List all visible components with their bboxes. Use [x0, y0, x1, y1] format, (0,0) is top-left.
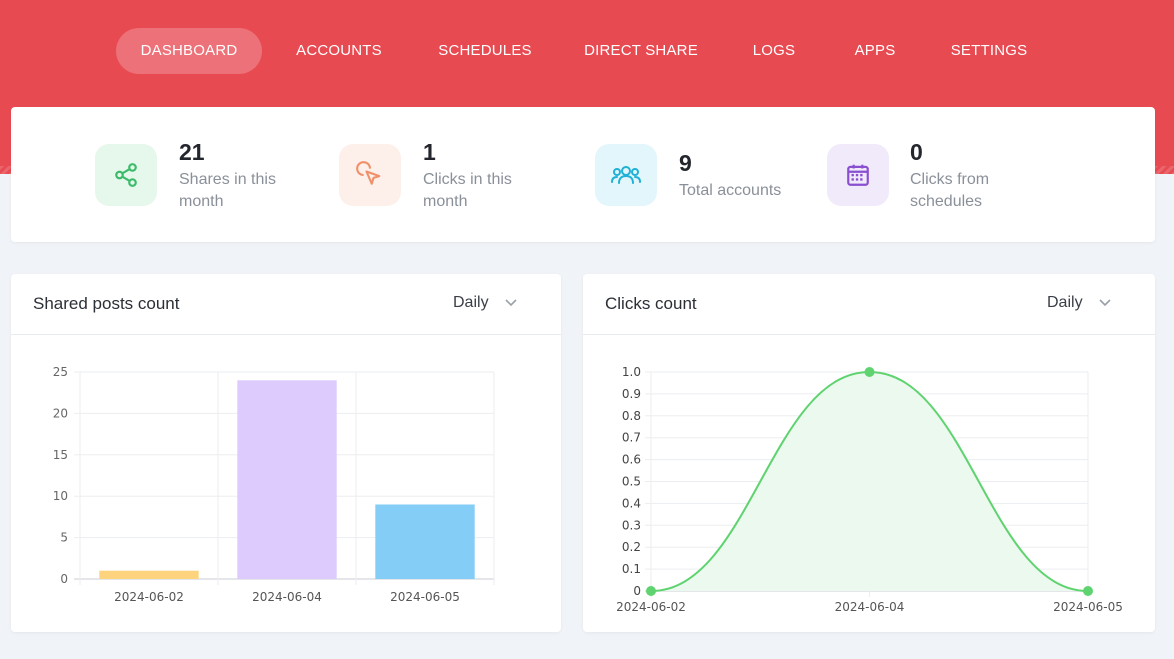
- nav-direct-share[interactable]: DIRECT SHARE: [584, 42, 698, 59]
- y-tick-label: 0.4: [622, 496, 641, 510]
- nav-accounts[interactable]: ACCOUNTS: [296, 42, 382, 59]
- stat-label: Clicks in this month: [423, 169, 512, 213]
- stat-label-line: Clicks from: [910, 171, 990, 188]
- y-tick-label: 0.2: [622, 540, 641, 554]
- clicks-chart: 0 0.1 0.2 0.3 0.4 0.5 0.6 0.7 0.8 0.9 1.0 2024-06-0…: [616, 365, 1123, 614]
- chevron-down-icon: [1098, 299, 1111, 306]
- y-tick-label: 0.8: [622, 409, 641, 423]
- stat-label-line: month: [179, 193, 224, 210]
- stat-value: 0: [910, 139, 923, 165]
- nav-schedules[interactable]: SCHEDULES: [438, 42, 532, 59]
- panel-title: Shared posts count: [33, 294, 180, 313]
- bar: [237, 380, 337, 579]
- stat-shares-month: 21 Shares in this month: [11, 107, 301, 242]
- stat-label-line: Shares in this: [179, 171, 276, 188]
- data-point: [646, 586, 656, 596]
- stat-value: 21: [179, 139, 205, 165]
- stat-value: 1: [423, 139, 436, 165]
- y-tick-label: 15: [53, 448, 68, 462]
- y-tick-label: 20: [53, 406, 68, 420]
- nav-dashboard[interactable]: DASHBOARD: [116, 28, 262, 74]
- period-select-value: Daily: [1047, 294, 1083, 311]
- stat-clicks-month: 1 Clicks in this month: [301, 107, 557, 242]
- y-tick-label: 0.7: [622, 431, 641, 445]
- bar: [375, 504, 475, 579]
- cursor-click-icon: [339, 144, 401, 206]
- x-tick-label: 2024-06-05: [1053, 600, 1123, 614]
- y-tick-label: 0.1: [622, 562, 641, 576]
- data-point: [1083, 586, 1093, 596]
- y-tick-label: 10: [53, 489, 68, 503]
- nav-logs[interactable]: LOGS: [752, 42, 796, 59]
- stat-label-line: schedules: [910, 193, 983, 210]
- shared-posts-chart: 0 5 10 15 20 25 2024-06-02 2024-06-04 2024-06-05: [53, 365, 495, 604]
- area-fill: [651, 372, 1088, 591]
- y-tick-label: 0: [633, 584, 641, 598]
- stat-total-accounts: 9 Total accounts: [557, 107, 827, 242]
- period-select[interactable]: Daily: [453, 294, 517, 312]
- stat-label-line: month: [423, 193, 468, 210]
- stat-label-line: Clicks in this: [423, 171, 512, 188]
- y-tick-label: 0.3: [622, 518, 641, 532]
- share-icon: [95, 144, 157, 206]
- stat-label: Clicks from schedules: [910, 169, 989, 213]
- stat-label: Shares in this month: [179, 169, 276, 213]
- stats-card: 21 Shares in this month 1 Clicks in this…: [11, 107, 1155, 242]
- panel-header: Shared posts count Daily: [11, 274, 561, 335]
- clicks-panel: Clicks count Daily 0 0.1 0.2 0.3 0.4 0.5 0.6 0.…: [583, 274, 1155, 632]
- nav-apps[interactable]: APPS: [854, 42, 896, 59]
- calendar-icon: [827, 144, 889, 206]
- stat-value: 9: [679, 150, 692, 176]
- x-tick-label: 2024-06-04: [252, 590, 322, 604]
- panel-title: Clicks count: [605, 294, 697, 313]
- period-select-value: Daily: [453, 294, 489, 311]
- shared-posts-panel: Shared posts count Daily 0 5 10 15 20 25 2024-…: [11, 274, 561, 632]
- panel-header: Clicks count Daily: [583, 274, 1155, 335]
- bar: [99, 570, 199, 579]
- stat-schedule-clicks: 0 Clicks from schedules: [827, 107, 1127, 242]
- y-tick-label: 25: [53, 365, 68, 379]
- chevron-down-icon: [504, 299, 517, 306]
- y-tick-label: 0.5: [622, 475, 641, 489]
- y-tick-label: 5: [60, 531, 68, 545]
- y-tick-label: 0.9: [622, 387, 641, 401]
- users-icon: [595, 144, 657, 206]
- x-tick-label: 2024-06-05: [390, 590, 460, 604]
- x-tick-label: 2024-06-04: [835, 600, 905, 614]
- period-select[interactable]: Daily: [1047, 294, 1111, 312]
- x-tick-label: 2024-06-02: [114, 590, 184, 604]
- main-nav: DASHBOARD ACCOUNTS SCHEDULES DIRECT SHAR…: [0, 28, 1174, 74]
- y-tick-label: 0.6: [622, 453, 641, 467]
- y-tick-label: 0: [60, 572, 68, 586]
- x-tick-label: 2024-06-02: [616, 600, 686, 614]
- nav-settings[interactable]: SETTINGS: [950, 42, 1028, 59]
- y-tick-label: 1.0: [622, 365, 641, 379]
- data-point: [864, 367, 875, 377]
- stat-label: Total accounts: [679, 182, 782, 199]
